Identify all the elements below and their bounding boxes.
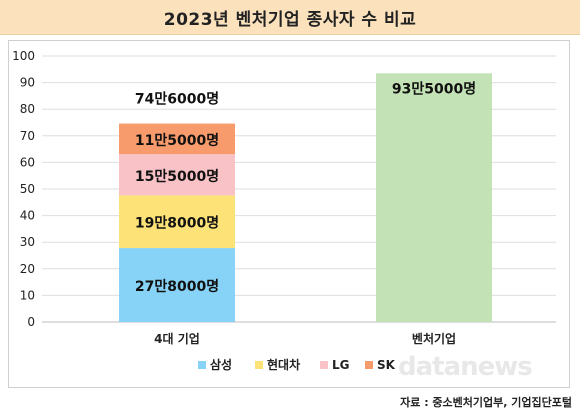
- bar-segment: [119, 195, 235, 249]
- legend-swatch: [365, 361, 373, 369]
- legend-swatch: [255, 361, 263, 369]
- data-label: 19만8000명: [135, 215, 219, 232]
- y-tick-label: 20: [20, 262, 35, 276]
- chart-title-bar: 2023년 벤처기업 종사자 수 비교: [0, 0, 580, 35]
- bar-segment: [119, 123, 235, 155]
- bar-segment: [119, 154, 235, 196]
- watermark: datanews: [398, 352, 533, 382]
- y-tick-label: 70: [20, 129, 35, 143]
- legend-swatch: [320, 361, 328, 369]
- y-tick-label: 50: [20, 182, 35, 196]
- y-tick-label: 40: [20, 209, 35, 223]
- chart-title: 2023년 벤처기업 종사자 수 비교: [163, 9, 417, 30]
- legend-label: LG: [332, 358, 350, 372]
- data-label: 11만5000명: [135, 132, 219, 149]
- x-tick-label: 4대 기업: [154, 331, 200, 346]
- bar-segment: [119, 248, 235, 322]
- y-tick-label: 10: [20, 288, 35, 302]
- data-label: 93만5000명: [392, 80, 476, 97]
- y-tick-label: 30: [20, 235, 35, 249]
- bar-segment: [376, 73, 492, 322]
- legend-label: 현대차: [267, 357, 300, 372]
- x-tick-label: 벤처기업: [412, 331, 456, 346]
- y-tick-label: 90: [20, 76, 35, 90]
- data-label: 15만5000명: [135, 168, 219, 185]
- total-label: 74만6000명: [135, 91, 219, 108]
- legend-label: SK: [377, 358, 396, 372]
- source-note: 자료 : 중소벤처기업부, 기업집단포털: [400, 396, 572, 409]
- y-tick-label: 80: [20, 102, 35, 116]
- legend-label: 삼성: [210, 357, 232, 372]
- data-label: 27만8000명: [135, 278, 219, 295]
- legend-swatch: [198, 361, 206, 369]
- y-tick-label: 60: [20, 155, 35, 169]
- y-tick-label: 100: [12, 49, 35, 63]
- y-tick-label: 0: [27, 315, 35, 329]
- chart-frame: [8, 40, 570, 388]
